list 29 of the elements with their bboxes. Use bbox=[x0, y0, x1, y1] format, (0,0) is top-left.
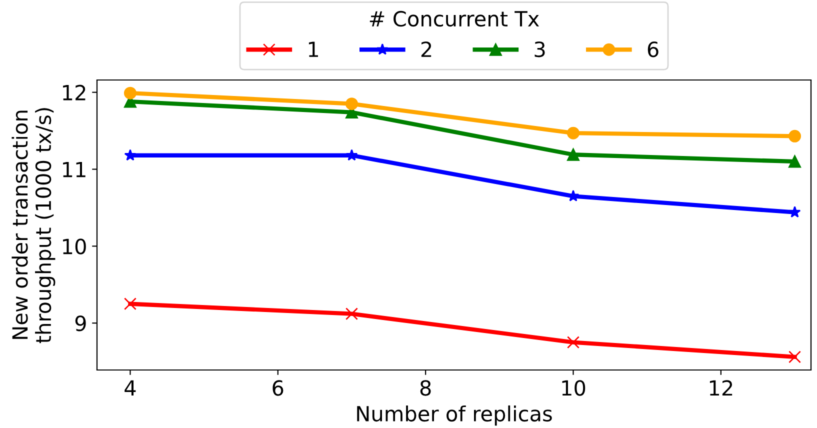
point bbox=[124, 149, 136, 161]
x-tick-label: 8 bbox=[420, 380, 431, 396]
legend-label: 3 bbox=[534, 41, 545, 58]
legend-label: 2 bbox=[421, 41, 432, 57]
point bbox=[788, 155, 802, 168]
legend-title: # Concurrent Tx bbox=[370, 10, 540, 27]
point bbox=[788, 350, 802, 364]
point bbox=[788, 206, 801, 218]
x-tick-label: 4 bbox=[124, 380, 136, 396]
point bbox=[124, 86, 136, 100]
point bbox=[346, 149, 358, 161]
x-axis-title: Number of replicas bbox=[357, 405, 552, 426]
x-tick-label: 6 bbox=[272, 380, 284, 396]
y-tick-label: 12 bbox=[63, 84, 86, 100]
point bbox=[566, 126, 580, 140]
x-tick-label: 10 bbox=[562, 380, 586, 396]
y-tick-label: 11 bbox=[63, 162, 86, 178]
point bbox=[566, 148, 580, 161]
point bbox=[345, 98, 358, 110]
y-tick-label: 10 bbox=[63, 238, 86, 254]
legend-label: 1 bbox=[308, 42, 318, 57]
point bbox=[124, 298, 136, 310]
point bbox=[788, 130, 802, 142]
legend-label: 6 bbox=[648, 41, 658, 58]
x-tick-label: 12 bbox=[710, 380, 732, 396]
point bbox=[345, 308, 358, 320]
y-axis-title: New order transaction throughput (1000 tx/s) bbox=[12, 108, 56, 344]
y-tick-label: 9 bbox=[75, 316, 86, 332]
point bbox=[566, 336, 580, 349]
